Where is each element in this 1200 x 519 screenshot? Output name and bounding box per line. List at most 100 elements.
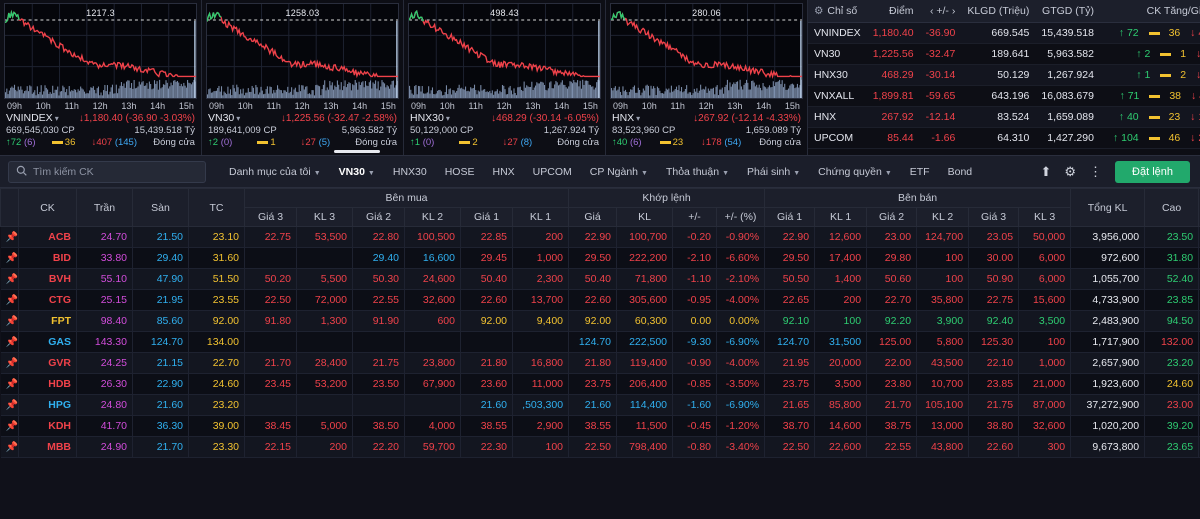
table-row[interactable]: 📌 ACB 24.70 21.50 23.10 22.75 53,500 22.80 100,5…: [0, 226, 1200, 248]
chevron-down-icon[interactable]: ▼: [722, 169, 730, 177]
board-col-thap[interactable]: Thấp: [1198, 188, 1200, 227]
stock-symbol[interactable]: HDB: [18, 373, 77, 395]
board-col-buy-gia3[interactable]: Giá 3: [244, 207, 297, 227]
chevron-down-icon[interactable]: ▾: [445, 114, 450, 123]
table-row[interactable]: 📌 HPG 24.80 21.60 23.20 21.60,503,300 21.60 114…: [0, 394, 1200, 416]
pin-icon[interactable]: 📌: [0, 373, 19, 395]
pin-icon[interactable]: 📌: [0, 436, 19, 458]
index-chart-hnx30[interactable]: 498.43 09h 10h 11h 12h 13h 14h 15h HNX30 ▾ ↓468…: [404, 0, 606, 155]
nav-item-bond[interactable]: Bond: [939, 159, 982, 185]
board-col-buy-kl3[interactable]: KL 3: [296, 207, 353, 227]
board-col-tc[interactable]: TC: [188, 188, 245, 227]
table-row[interactable]: 📌 CTG 25.15 21.95 23.55 22.50 72,000 22.55 32,60…: [0, 289, 1200, 311]
table-row[interactable]: 📌 KDH 41.70 36.30 39.00 38.45 5,000 38.50 4,000 3…: [0, 415, 1200, 437]
board-col-match-gia[interactable]: Giá: [568, 207, 618, 227]
search-input[interactable]: [33, 165, 198, 178]
stock-symbol[interactable]: GAS: [18, 331, 77, 353]
board-col-sell-kl1[interactable]: KL 1: [814, 207, 868, 227]
board-col-sell-gia2[interactable]: Giá 2: [866, 207, 918, 227]
index-row[interactable]: VN30 1,225.56 -32.47 189.641 5,963.582 ↑…: [808, 43, 1200, 65]
chart-index-name[interactable]: HNX30 ▾: [410, 112, 450, 124]
index-chart-hnx[interactable]: 280.06 09h 10h 11h 12h 13h 14h 15h HNX ▾ ↓267.9…: [606, 0, 808, 155]
nav-item-cp-ngành[interactable]: CP Ngành ▼: [581, 159, 657, 185]
nav-item-danh-mục-của-tôi[interactable]: Danh mục của tôi ▼: [220, 159, 330, 185]
pin-icon[interactable]: 📌: [0, 415, 19, 437]
kebab-menu-icon[interactable]: ⋮: [1089, 163, 1103, 179]
chevron-down-icon[interactable]: ▼: [641, 169, 648, 177]
table-row[interactable]: 📌 FPT 98.40 85.60 92.00 91.80 1,300 91.90 600 92.…: [0, 310, 1200, 332]
chevron-down-icon[interactable]: ▼: [313, 169, 321, 177]
chart-index-name[interactable]: VN30 ▾: [208, 112, 241, 124]
index-row[interactable]: HNX30 468.29 -30.14 50.129 1,267.924 ↑ 1…: [808, 64, 1200, 86]
nav-item-thỏa-thuận[interactable]: Thỏa thuận ▼: [657, 159, 738, 185]
index-chart-vn30[interactable]: 1258.03 09h 10h 11h 12h 13h 14h 15h VN30 ▾ ↓1,2…: [202, 0, 404, 155]
nav-item-hose[interactable]: HOSE: [436, 159, 484, 185]
nav-item-chứng-quyền[interactable]: Chứng quyền ▼: [809, 159, 901, 185]
pin-icon[interactable]: 📌: [0, 331, 19, 353]
stock-symbol[interactable]: HPG: [18, 394, 77, 416]
board-col-tran[interactable]: Trần: [76, 188, 133, 227]
board-col-cao[interactable]: Cao: [1144, 188, 1200, 227]
table-row[interactable]: 📌 GVR 24.25 21.15 22.70 21.70 28,400 21.75 23,80…: [0, 352, 1200, 374]
stock-symbol[interactable]: GVR: [18, 352, 77, 374]
board-col-sell-kl2[interactable]: KL 2: [916, 207, 970, 227]
chart-index-name[interactable]: VNINDEX ▾: [6, 112, 59, 124]
board-col-san[interactable]: Sàn: [132, 188, 189, 227]
board-col-sell-gia3[interactable]: Giá 3: [968, 207, 1020, 227]
chevron-down-icon[interactable]: ▼: [793, 169, 801, 177]
index-col-updown[interactable]: CK Tăng/Giảm: [1099, 0, 1200, 23]
pin-icon[interactable]: 📌: [0, 352, 19, 374]
chart-index-name[interactable]: HNX ▾: [612, 112, 641, 124]
price-board[interactable]: CK Trần Sàn TC Bên mua Khớp lệnh Bên bán…: [0, 188, 1200, 519]
upload-arrow-icon[interactable]: ⬆: [1040, 163, 1052, 179]
table-row[interactable]: 📌 HDB 26.30 22.90 24.60 23.45 53,200 23.50 67,90…: [0, 373, 1200, 395]
table-row[interactable]: 📌 GAS 143.30 124.70 134.00 124.70 222,500 -9.30…: [0, 331, 1200, 353]
board-col-buy-gia2[interactable]: Giá 2: [352, 207, 405, 227]
pin-icon[interactable]: 📌: [0, 394, 19, 416]
table-row[interactable]: 📌 BID 33.80 29.40 31.60 29.40 16,600 29.45 1,000…: [0, 247, 1200, 269]
place-order-button[interactable]: Đặt lệnh: [1115, 160, 1190, 183]
chevron-down-icon[interactable]: ▾: [236, 114, 241, 123]
nav-item-upcom[interactable]: UPCOM: [524, 159, 581, 185]
stock-symbol[interactable]: ACB: [18, 226, 77, 248]
stock-symbol[interactable]: KDH: [18, 415, 77, 437]
board-col-match-pct[interactable]: +/- (%): [716, 207, 766, 227]
chevron-down-icon[interactable]: ▾: [636, 114, 641, 123]
index-row[interactable]: UPCOM 85.44 -1.66 64.310 1,427.290 ↑ 104…: [808, 127, 1200, 149]
board-col-match-kl[interactable]: KL: [616, 207, 674, 227]
stock-symbol[interactable]: FPT: [18, 310, 77, 332]
gear-icon[interactable]: ⚙: [1064, 163, 1077, 179]
pin-icon[interactable]: 📌: [0, 289, 19, 311]
nav-item-etf[interactable]: ETF: [901, 159, 939, 185]
index-col-point[interactable]: Điểm: [866, 0, 920, 23]
pin-icon[interactable]: 📌: [0, 226, 19, 248]
board-col-sell-kl3[interactable]: KL 3: [1018, 207, 1072, 227]
board-col-ck[interactable]: CK: [18, 188, 77, 227]
nav-item-hnx30[interactable]: HNX30: [384, 159, 436, 185]
stock-symbol[interactable]: BVH: [18, 268, 77, 290]
pin-icon[interactable]: 📌: [0, 310, 19, 332]
board-col-buy-kl1[interactable]: KL 1: [511, 207, 570, 227]
stock-symbol[interactable]: MBB: [18, 436, 77, 458]
board-col-tong-kl[interactable]: Tổng KL: [1070, 188, 1146, 227]
index-col-value[interactable]: GTGD (Tỷ): [1035, 0, 1100, 23]
index-col-change[interactable]: ‹ +/- ›: [919, 0, 962, 23]
gear-icon[interactable]: ⚙: [814, 5, 824, 17]
nav-item-vn30[interactable]: VN30 ▼: [330, 159, 384, 185]
index-row[interactable]: VNINDEX 1,180.40 -36.90 669.545 15,439.5…: [808, 22, 1200, 44]
pin-icon[interactable]: 📌: [0, 268, 19, 290]
board-col-sell-gia1[interactable]: Giá 1: [764, 207, 816, 227]
search-box[interactable]: [8, 160, 206, 183]
pin-icon[interactable]: 📌: [0, 247, 19, 269]
index-row[interactable]: VNXALL 1,899.81 -59.65 643.196 16,083.67…: [808, 85, 1200, 107]
stock-symbol[interactable]: CTG: [18, 289, 77, 311]
stock-symbol[interactable]: BID: [18, 247, 77, 269]
nav-item-hnx[interactable]: HNX: [483, 159, 523, 185]
table-row[interactable]: 📌 BVH 55.10 47.90 51.50 50.20 5,500 50.30 24,600…: [0, 268, 1200, 290]
index-col-volume[interactable]: KLGD (Triệu): [961, 0, 1036, 23]
index-chart-vnindex[interactable]: 1217.3 09h 10h 11h 12h 13h 14h 15h VNINDEX ▾ ↓1…: [0, 0, 202, 155]
board-col-buy-gia1[interactable]: Giá 1: [460, 207, 513, 227]
chevron-down-icon[interactable]: ▾: [54, 114, 59, 123]
board-col-buy-kl2[interactable]: KL 2: [404, 207, 461, 227]
board-col-match-chg[interactable]: +/-: [672, 207, 718, 227]
